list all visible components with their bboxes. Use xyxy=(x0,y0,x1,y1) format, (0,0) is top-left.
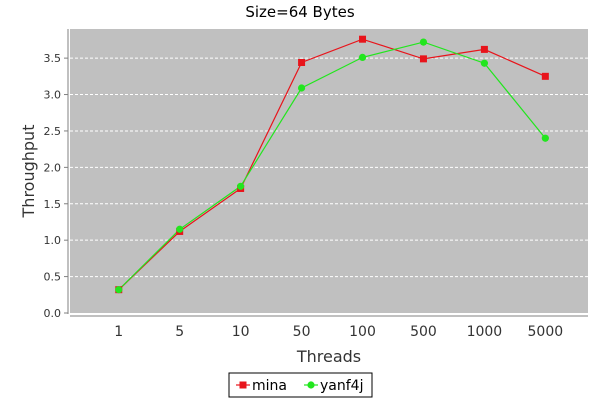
legend-items: mina yanf4j xyxy=(236,378,363,394)
series xyxy=(115,35,549,294)
x-tick-label: 500 xyxy=(410,324,437,340)
data-point-mina xyxy=(298,58,306,66)
data-point-yanf4j xyxy=(297,84,306,92)
x-tick-label: 1000 xyxy=(467,324,503,340)
data-point-mina xyxy=(419,55,427,63)
legend-box xyxy=(228,372,373,398)
data-point-yanf4j xyxy=(176,225,184,233)
plot-area xyxy=(70,29,588,313)
y-tick-label: 3.5 xyxy=(44,52,62,65)
data-point-yanf4j xyxy=(419,38,428,46)
y-tick-label: 1.0 xyxy=(44,234,62,247)
axes xyxy=(64,29,588,317)
legend-marker-yanf4j xyxy=(307,381,315,389)
legend-label-mina: mina xyxy=(252,378,287,394)
x-tick-label: 100 xyxy=(349,324,376,340)
legend-label-yanf4j: yanf4j xyxy=(320,378,363,394)
y-tick-label: 3.0 xyxy=(44,89,62,102)
y-tick-labels: 0.0 0.5 1.0 1.5 2.0 2.5 3.0 3.5 xyxy=(44,52,62,320)
y-tick-label: 2.0 xyxy=(44,161,62,174)
data-point-mina xyxy=(480,45,488,53)
y-axis-label: Throughput xyxy=(19,125,38,219)
data-point-yanf4j xyxy=(115,286,123,294)
data-point-mina xyxy=(541,72,549,80)
x-axis-label: Threads xyxy=(296,347,361,366)
data-point-yanf4j xyxy=(541,134,549,142)
series-line-yanf4j xyxy=(118,41,546,291)
y-tick-label: 2.5 xyxy=(44,125,62,138)
y-tick-label: 0.0 xyxy=(44,307,62,320)
x-tick-label: 5000 xyxy=(528,324,564,340)
legend: mina yanf4j xyxy=(228,372,373,398)
chart-title: Size=64 Bytes xyxy=(245,3,354,21)
x-tick-label: 10 xyxy=(232,324,250,340)
y-tick-label: 0.5 xyxy=(44,271,62,284)
x-tick-labels: 1 5 10 50 100 500 1000 5000 xyxy=(114,324,563,340)
x-tick-label: 50 xyxy=(293,324,311,340)
data-point-mina xyxy=(359,35,367,43)
data-point-yanf4j xyxy=(358,53,367,62)
data-point-yanf4j xyxy=(237,182,245,190)
x-tick-label: 1 xyxy=(114,324,123,340)
data-point-yanf4j xyxy=(480,59,488,67)
gridlines xyxy=(70,57,588,278)
x-tick-label: 5 xyxy=(175,324,184,340)
legend-marker-mina xyxy=(239,381,247,389)
y-tick-label: 1.5 xyxy=(44,198,62,211)
series-line-mina xyxy=(118,38,546,291)
